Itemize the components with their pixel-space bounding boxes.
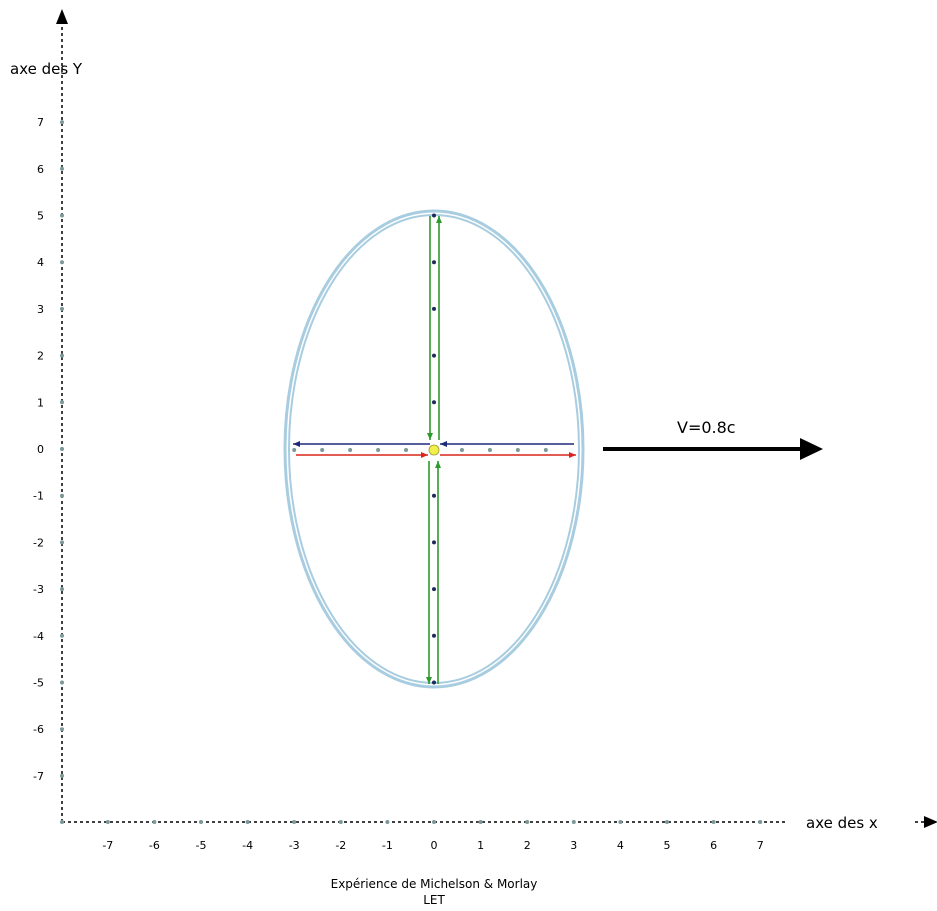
vertical-arm-dot (432, 493, 436, 498)
horizontal-arm-dot (543, 448, 548, 452)
light-clock-ellipse (283, 209, 585, 689)
vertical-arm-dot (432, 400, 436, 405)
vertical-arm-dot (432, 306, 436, 311)
caption-title: Expérience de Michelson & Morlay (331, 877, 538, 891)
y-tick-label: 6 (37, 163, 44, 176)
horizontal-arm-dot (348, 448, 353, 452)
y-tick-label: -4 (33, 630, 44, 643)
y-axis-tick-dot (60, 773, 64, 778)
x-tick-label: 0 (431, 839, 438, 852)
y-tick-label: -3 (33, 583, 44, 596)
y-tick-label: -6 (33, 723, 44, 736)
y-axis-tick-dot (60, 633, 64, 638)
x-axis-tick-dot (571, 820, 576, 824)
x-axis-tick-dot (292, 820, 297, 824)
x-axis-tick-dot (105, 820, 110, 824)
y-tick-label: -2 (33, 536, 44, 549)
x-tick-labels: -7 -6 -5 -4 -3 -2 -1 0 1 2 3 4 5 6 7 (60, 820, 764, 852)
x-tick-label: -2 (335, 839, 346, 852)
horizontal-arm-dot (515, 448, 520, 452)
x-tick-label: -1 (382, 839, 393, 852)
vertical-arm-dot (432, 587, 436, 592)
y-tick-label: 7 (37, 116, 44, 129)
light-source-dot (428, 444, 440, 456)
y-axis-tick-dot (60, 260, 64, 265)
y-axis-arrow-icon (56, 9, 68, 24)
y-tick-label: 2 (37, 350, 44, 363)
horizontal-arm-dot (320, 448, 325, 452)
y-tick-label: 1 (37, 396, 44, 409)
horizontal-arm-dot (292, 448, 297, 452)
x-axis-tick-dot (478, 820, 483, 824)
vertical-arm-dot (432, 540, 436, 545)
vertical-arm-dot (432, 260, 436, 265)
y-tick-label: -1 (33, 490, 44, 503)
origin-corner-dot (60, 820, 64, 824)
x-axis-tick-dot (758, 820, 763, 824)
x-axis-arrow-icon (924, 816, 937, 828)
horizontal-arm-dot (376, 448, 381, 452)
x-tick-label: 3 (570, 839, 577, 852)
horizontal-arm-dot (459, 448, 464, 452)
vertical-arm-dot (432, 353, 436, 358)
x-axis-tick-dot (199, 820, 203, 824)
x-axis-tick-dot (665, 820, 669, 824)
horizontal-arm-dot (487, 448, 492, 452)
velocity-label: V=0.8c (677, 418, 736, 437)
x-tick-label: 2 (524, 839, 531, 852)
x-axis-tick-dot (152, 820, 157, 824)
y-axis-tick-dot (60, 680, 64, 685)
x-axis-tick-dot (711, 820, 716, 824)
y-axis-tick-dot (60, 727, 64, 732)
y-tick-label: -5 (33, 677, 44, 690)
x-tick-label: 4 (617, 839, 624, 852)
x-axis-tick-dot (618, 820, 623, 824)
vertical-arm-dot (432, 680, 436, 685)
arm-dots (292, 213, 548, 685)
y-axis-tick-dot (60, 400, 64, 405)
vertical-arm-dot (432, 213, 436, 218)
y-tick-labels: 7 6 5 4 3 2 1 0 -1 -2 -3 -4 -5 -6 -7 (33, 116, 64, 783)
y-tick-label: 3 (37, 303, 44, 316)
x-axis-tick-dot (525, 820, 530, 824)
y-tick-label: 0 (37, 443, 44, 456)
x-tick-label: -5 (196, 839, 207, 852)
x-axis-tick-dot (338, 820, 343, 824)
x-tick-label: 6 (710, 839, 717, 852)
x-tick-label: 7 (757, 839, 764, 852)
x-tick-label: -6 (149, 839, 160, 852)
y-tick-label: 4 (37, 256, 44, 269)
vertical-arm-dot (432, 633, 436, 638)
y-axis-tick-dot (60, 587, 64, 592)
y-axis-tick-dot (60, 213, 64, 218)
horizontal-arm-dot (404, 448, 409, 452)
velocity-arrow-head-icon (800, 438, 823, 460)
caption-subtitle: LET (423, 893, 445, 907)
y-tick-label: 5 (37, 210, 44, 223)
y-axis-tick-dot (60, 540, 64, 545)
x-axis-title: axe des x (806, 814, 878, 832)
x-axis-tick-dot (385, 820, 390, 824)
y-axis-tick-dot (60, 120, 64, 125)
y-axis-title: axe des Y (10, 60, 83, 78)
y-axis-tick-dot (60, 447, 64, 451)
x-tick-label: -7 (102, 839, 113, 852)
x-tick-label: -3 (289, 839, 300, 852)
x-tick-label: 5 (664, 839, 671, 852)
y-axis-tick-dot (60, 353, 64, 358)
x-tick-label: -4 (242, 839, 253, 852)
y-axis-tick-dot (60, 493, 64, 498)
x-axis-tick-dot (432, 820, 436, 824)
y-axis-tick-dot (60, 306, 64, 311)
y-axis-tick-dot (60, 166, 64, 171)
y-tick-label: -7 (33, 770, 44, 783)
x-tick-label: 1 (477, 839, 484, 852)
x-axis-tick-dot (245, 820, 250, 824)
